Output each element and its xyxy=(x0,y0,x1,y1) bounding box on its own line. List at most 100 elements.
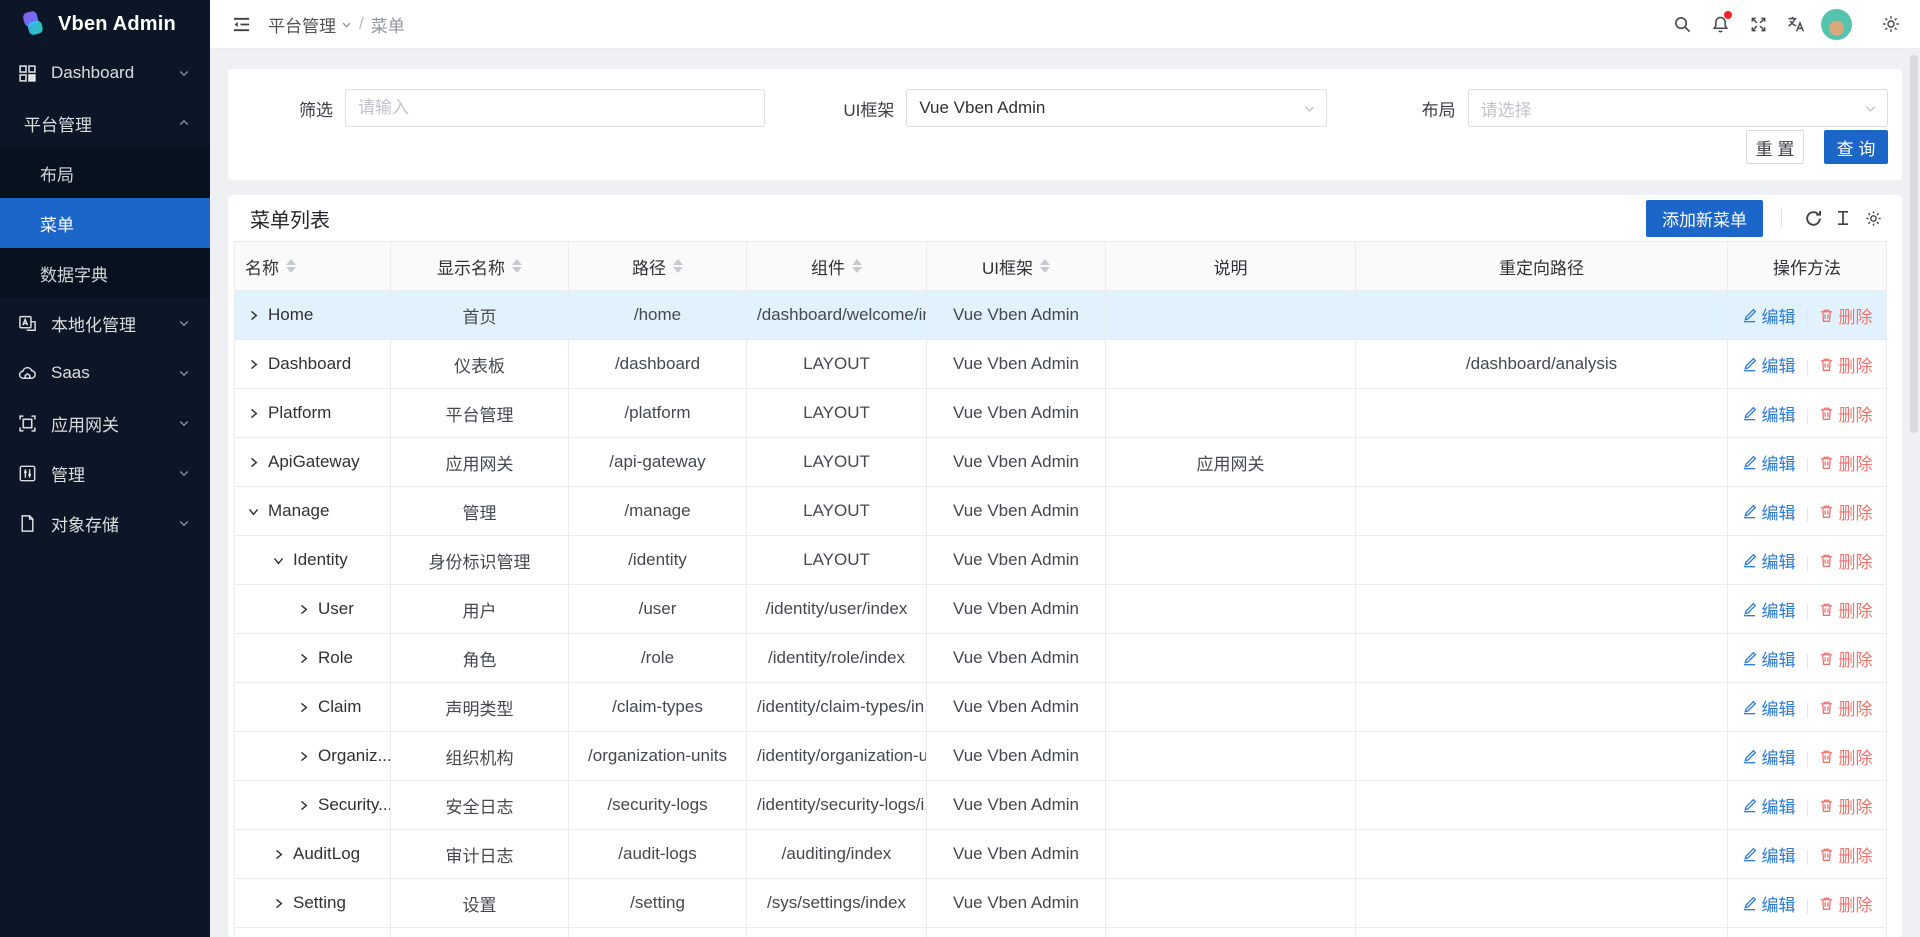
edit-button[interactable]: 编辑 xyxy=(1742,646,1796,671)
cell-component: /sys/settings/index xyxy=(746,878,927,928)
cell-component: /identity/user/index xyxy=(746,584,927,634)
edit-button[interactable]: 编辑 xyxy=(1742,597,1796,622)
sidebar-item-layout[interactable]: 布局 xyxy=(40,165,74,185)
edit-button[interactable]: 编辑 xyxy=(1742,548,1796,573)
cell-description xyxy=(1105,878,1356,928)
edit-button[interactable]: 编辑 xyxy=(1742,842,1796,867)
layout-select[interactable]: 请选择 xyxy=(1467,89,1888,127)
row-name: Security... xyxy=(318,795,391,814)
sidebar-item-menu[interactable]: 菜单 xyxy=(0,198,210,248)
expand-icon[interactable] xyxy=(272,554,285,567)
edit-button[interactable]: 编辑 xyxy=(1742,401,1796,426)
avatar[interactable] xyxy=(1821,8,1852,40)
column-header-name[interactable]: 名称 xyxy=(234,241,391,291)
sort-icon[interactable] xyxy=(852,259,862,273)
sidebar-submenu-platform-management: 布局菜单数据字典 xyxy=(0,148,210,298)
cell-description xyxy=(1105,829,1356,879)
edit-button[interactable]: 编辑 xyxy=(1742,891,1796,916)
delete-button[interactable]: 删除 xyxy=(1819,401,1873,426)
cell-description xyxy=(1105,731,1356,781)
column-header-path[interactable]: 路径 xyxy=(568,241,747,291)
search-icon[interactable] xyxy=(1663,0,1701,49)
sidebar-item-data-dictionary[interactable]: 数据字典 xyxy=(40,265,108,285)
action-divider xyxy=(1806,800,1808,816)
main-area: 平台管理 / 菜单 筛选 xyxy=(210,0,1920,937)
breadcrumb-parent[interactable]: 平台管理 xyxy=(268,12,352,37)
expand-icon[interactable] xyxy=(247,309,260,322)
edit-button[interactable]: 编辑 xyxy=(1742,744,1796,769)
sidebar-item-manage[interactable]: 管理 xyxy=(0,448,210,498)
sidebar-fold-icon[interactable] xyxy=(224,0,258,49)
row-height-icon[interactable] xyxy=(1828,203,1858,233)
cell-display-name: 管理 xyxy=(390,486,569,536)
delete-button[interactable]: 删除 xyxy=(1819,450,1873,475)
filter-input[interactable] xyxy=(358,98,753,118)
cell-path: /claim-types xyxy=(568,682,747,732)
expand-icon[interactable] xyxy=(272,897,285,910)
translate-icon[interactable] xyxy=(1777,0,1815,49)
delete-button[interactable]: 删除 xyxy=(1819,499,1873,524)
expand-icon[interactable] xyxy=(297,603,310,616)
table-row: Organiz... 组织机构/organization-units/identi… xyxy=(234,731,1887,781)
delete-button[interactable]: 删除 xyxy=(1819,842,1873,867)
expand-icon[interactable] xyxy=(247,358,260,371)
sort-icon[interactable] xyxy=(673,259,683,273)
sidebar-item-dashboard[interactable]: Dashboard xyxy=(0,48,210,98)
expand-icon[interactable] xyxy=(297,799,310,812)
column-header-ui-framework[interactable]: UI框架 xyxy=(926,241,1106,291)
reset-button[interactable]: 重 置 xyxy=(1746,130,1804,164)
expand-icon[interactable] xyxy=(297,750,310,763)
cell-redirect: /dashboard/analysis xyxy=(1355,339,1728,389)
edit-button[interactable]: 编辑 xyxy=(1742,352,1796,377)
column-header-component[interactable]: 组件 xyxy=(746,241,927,291)
column-settings-icon[interactable] xyxy=(1858,203,1888,233)
refresh-icon[interactable] xyxy=(1798,203,1828,233)
expand-icon[interactable] xyxy=(247,456,260,469)
column-header-display-name[interactable]: 显示名称 xyxy=(390,241,569,291)
sidebar-item-saas[interactable]: Saas xyxy=(0,348,210,398)
sort-icon[interactable] xyxy=(286,259,296,273)
cell-description: 应用网关 xyxy=(1105,437,1356,487)
add-menu-button[interactable]: 添加新菜单 xyxy=(1646,199,1763,237)
delete-button[interactable]: 删除 xyxy=(1819,597,1873,622)
cell-path: /organization-units xyxy=(568,731,747,781)
table-row: Claim 声明类型/claim-types/identity/claim-typ… xyxy=(234,682,1887,732)
sort-icon[interactable] xyxy=(1040,259,1050,273)
sidebar-item-localization[interactable]: 本地化管理 xyxy=(0,298,210,348)
edit-button[interactable]: 编辑 xyxy=(1742,695,1796,720)
delete-button[interactable]: 删除 xyxy=(1819,793,1873,818)
edit-button[interactable]: 编辑 xyxy=(1742,450,1796,475)
delete-button[interactable]: 删除 xyxy=(1819,646,1873,671)
expand-icon[interactable] xyxy=(297,701,310,714)
sort-icon[interactable] xyxy=(512,259,522,273)
settings-icon[interactable] xyxy=(1872,0,1910,49)
query-button[interactable]: 查 询 xyxy=(1824,130,1888,164)
cell-actions: 编辑 删除 xyxy=(1727,731,1887,781)
expand-icon[interactable] xyxy=(247,505,260,518)
expand-icon[interactable] xyxy=(247,407,260,420)
table-row: Manage 管理/manage LAYOUT Vue Vben Admin 编辑 删除 xyxy=(234,486,1887,536)
sidebar-item-app-gateway[interactable]: 应用网关 xyxy=(0,398,210,448)
vertical-scrollbar[interactable] xyxy=(1910,55,1918,433)
action-divider xyxy=(1806,702,1808,718)
sidebar-item-object-storage[interactable]: 对象存储 xyxy=(0,498,210,548)
cell-redirect xyxy=(1355,829,1728,879)
cell-path: /identity xyxy=(568,535,747,585)
chevron-down-icon xyxy=(342,22,351,27)
app-logo[interactable]: Vben Admin xyxy=(0,0,210,48)
ui-framework-select[interactable]: Vue Vben Admin xyxy=(906,89,1327,127)
expand-icon[interactable] xyxy=(297,652,310,665)
edit-button[interactable]: 编辑 xyxy=(1742,499,1796,524)
edit-button[interactable]: 编辑 xyxy=(1742,793,1796,818)
notification-icon[interactable] xyxy=(1701,0,1739,49)
edit-button[interactable]: 编辑 xyxy=(1742,303,1796,328)
delete-button[interactable]: 删除 xyxy=(1819,352,1873,377)
delete-button[interactable]: 删除 xyxy=(1819,891,1873,916)
expand-icon[interactable] xyxy=(272,848,285,861)
fullscreen-icon[interactable] xyxy=(1739,0,1777,49)
delete-button[interactable]: 删除 xyxy=(1819,548,1873,573)
delete-button[interactable]: 删除 xyxy=(1819,744,1873,769)
delete-button[interactable]: 删除 xyxy=(1819,303,1873,328)
delete-button[interactable]: 删除 xyxy=(1819,695,1873,720)
sidebar-group-platform-management[interactable]: 平台管理 xyxy=(0,98,210,148)
